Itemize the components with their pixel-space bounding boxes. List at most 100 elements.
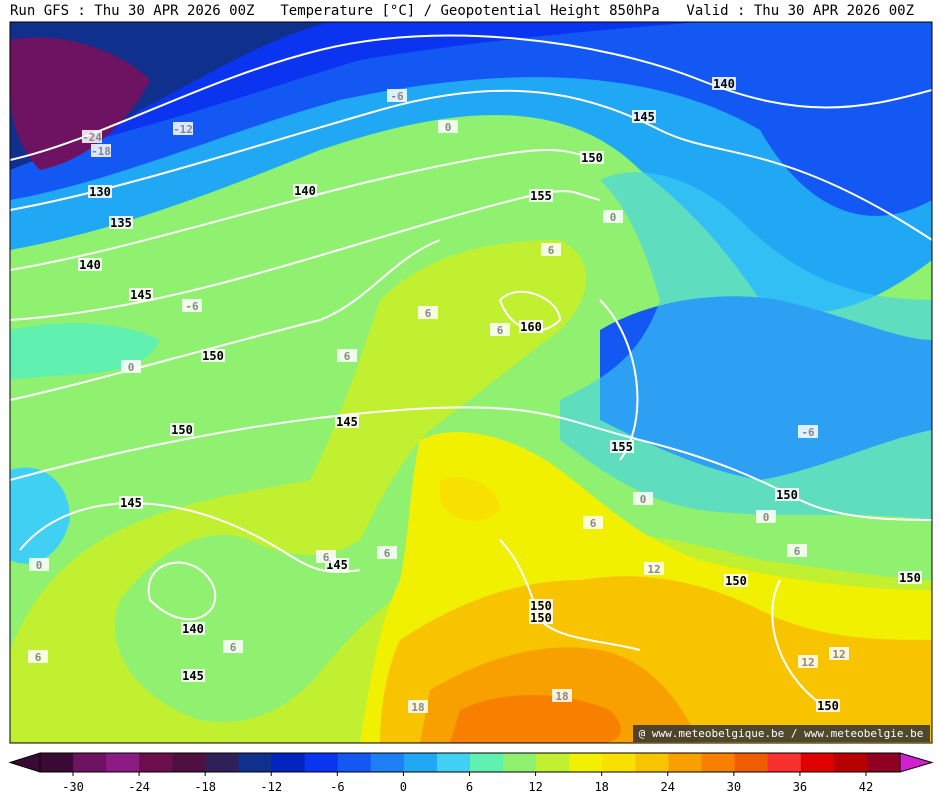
- height-label: 140: [294, 184, 316, 198]
- temperature-label-bg: [91, 144, 111, 157]
- height-label: 155: [611, 440, 633, 454]
- colorbar-tick-label: 18: [594, 780, 608, 794]
- colorbar-segment: [370, 753, 405, 772]
- height-label-bg: [293, 184, 317, 197]
- temperature-label: 6: [425, 307, 432, 320]
- temperature-label: 12: [647, 563, 660, 576]
- colorbar-segment: [436, 753, 471, 772]
- height-label: 140: [713, 77, 735, 91]
- colorbar-segment: [304, 753, 339, 772]
- temperature-label: 6: [794, 545, 801, 558]
- temperature-label-bg: [798, 425, 818, 438]
- colorbar-arrow-left: [8, 752, 41, 773]
- height-label: 145: [633, 110, 655, 124]
- colorbar-segment: [833, 753, 868, 772]
- height-label-bg: [529, 611, 553, 624]
- colorbar-segment: [403, 753, 438, 772]
- temperature-label-bg: [552, 689, 572, 702]
- temperature-label-bg: [829, 647, 849, 660]
- height-label-bg: [610, 440, 634, 453]
- colorbar-segment: [767, 753, 802, 772]
- temperature-label: 0: [640, 493, 647, 506]
- colorbar-segment: [73, 753, 107, 772]
- height-label-bg: [181, 622, 205, 635]
- map-title: Temperature [°C] / Geopotential Height 8…: [280, 3, 659, 19]
- colorbar-tick-label: 0: [400, 780, 407, 794]
- temperature-label-bg: [182, 299, 202, 312]
- height-label: 130: [89, 185, 111, 199]
- colorbar-segment: [536, 753, 570, 772]
- colorbar-segment: [602, 753, 636, 772]
- height-label: 150: [202, 349, 224, 363]
- watermark-box: [633, 725, 930, 742]
- temperature-label-bg: [583, 516, 603, 529]
- temperature-label: 6: [35, 651, 42, 664]
- colorbar-tick-label: -6: [330, 780, 344, 794]
- colorbar-tick-label: -24: [128, 780, 150, 794]
- watermark: @ www.meteobelgique.be / www.meteobelgie…: [639, 727, 924, 740]
- colorbar-tick-label: 30: [727, 780, 741, 794]
- height-label-bg: [201, 349, 225, 362]
- colorbar-tick-label: 36: [793, 780, 807, 794]
- temperature-label: 12: [832, 648, 845, 661]
- height-label-bg: [632, 110, 656, 123]
- temperature-label: 6: [590, 517, 597, 530]
- colorbar-tick-label: 24: [661, 780, 675, 794]
- colorbar-segment: [271, 753, 306, 772]
- temperature-label-bg: [418, 306, 438, 319]
- height-label: 145: [336, 415, 358, 429]
- colorbar-tick-label: 42: [859, 780, 873, 794]
- temperature-label: -6: [185, 300, 199, 313]
- height-label-bg: [181, 669, 205, 682]
- temperature-label-bg: [387, 89, 407, 102]
- temperature-label-bg: [603, 210, 623, 223]
- height-label: 140: [182, 622, 204, 636]
- colorbar-segment: [635, 753, 669, 772]
- colorbar-tick-label: -12: [260, 780, 282, 794]
- temperature-label-bg: [28, 650, 48, 663]
- height-label-bg: [170, 423, 194, 436]
- colorbar-segment: [668, 753, 703, 772]
- height-label: 145: [130, 288, 152, 302]
- colorbar-tick-label: 6: [466, 780, 473, 794]
- colorbar-segment: [337, 753, 372, 772]
- labels: 1401451501551401301351401451601501501451…: [28, 77, 922, 714]
- colorbar-tick-label: 12: [528, 780, 542, 794]
- height-label-bg: [335, 415, 359, 428]
- temperature-label: 6: [497, 324, 504, 337]
- colorbar: -30 -24 -18 -12 -6 0 6 12 18 24 30 36 42: [8, 752, 934, 794]
- temperature-label: 6: [344, 350, 351, 363]
- temperature-label: 0: [763, 511, 770, 524]
- temperature-label-bg: [29, 558, 49, 571]
- colorbar-segment: [503, 753, 537, 772]
- temperature-label: -18: [91, 145, 111, 158]
- height-label-bg: [816, 699, 840, 712]
- height-label-bg: [119, 496, 143, 509]
- height-label-bg: [724, 574, 748, 587]
- colorbar-segment: [734, 753, 769, 772]
- height-label: 145: [182, 669, 204, 683]
- temperature-label-bg: [798, 655, 818, 668]
- temperature-label: 6: [230, 641, 237, 654]
- height-contours: [10, 34, 932, 711]
- height-label: 150: [530, 611, 552, 625]
- run-info: Run GFS : Thu 30 APR 2026 00Z: [10, 3, 254, 19]
- colorbar-segment: [205, 753, 239, 772]
- colorbar-segment: [866, 753, 901, 772]
- temperature-label-bg: [438, 120, 458, 133]
- temperature-label: -6: [390, 90, 404, 103]
- temperature-label: 0: [610, 211, 617, 224]
- temperature-label: -6: [801, 426, 815, 439]
- height-label: 145: [120, 496, 142, 510]
- colorbar-segment: [106, 753, 140, 772]
- temperature-label: 6: [384, 547, 391, 560]
- height-label-bg: [88, 185, 112, 198]
- temperature-label-bg: [337, 349, 357, 362]
- map-frame: [9, 21, 933, 744]
- height-label: 150: [725, 574, 747, 588]
- temperature-label-bg: [541, 243, 561, 256]
- temperature-label: -24: [82, 131, 102, 144]
- colorbar-tick-label: -18: [194, 780, 216, 794]
